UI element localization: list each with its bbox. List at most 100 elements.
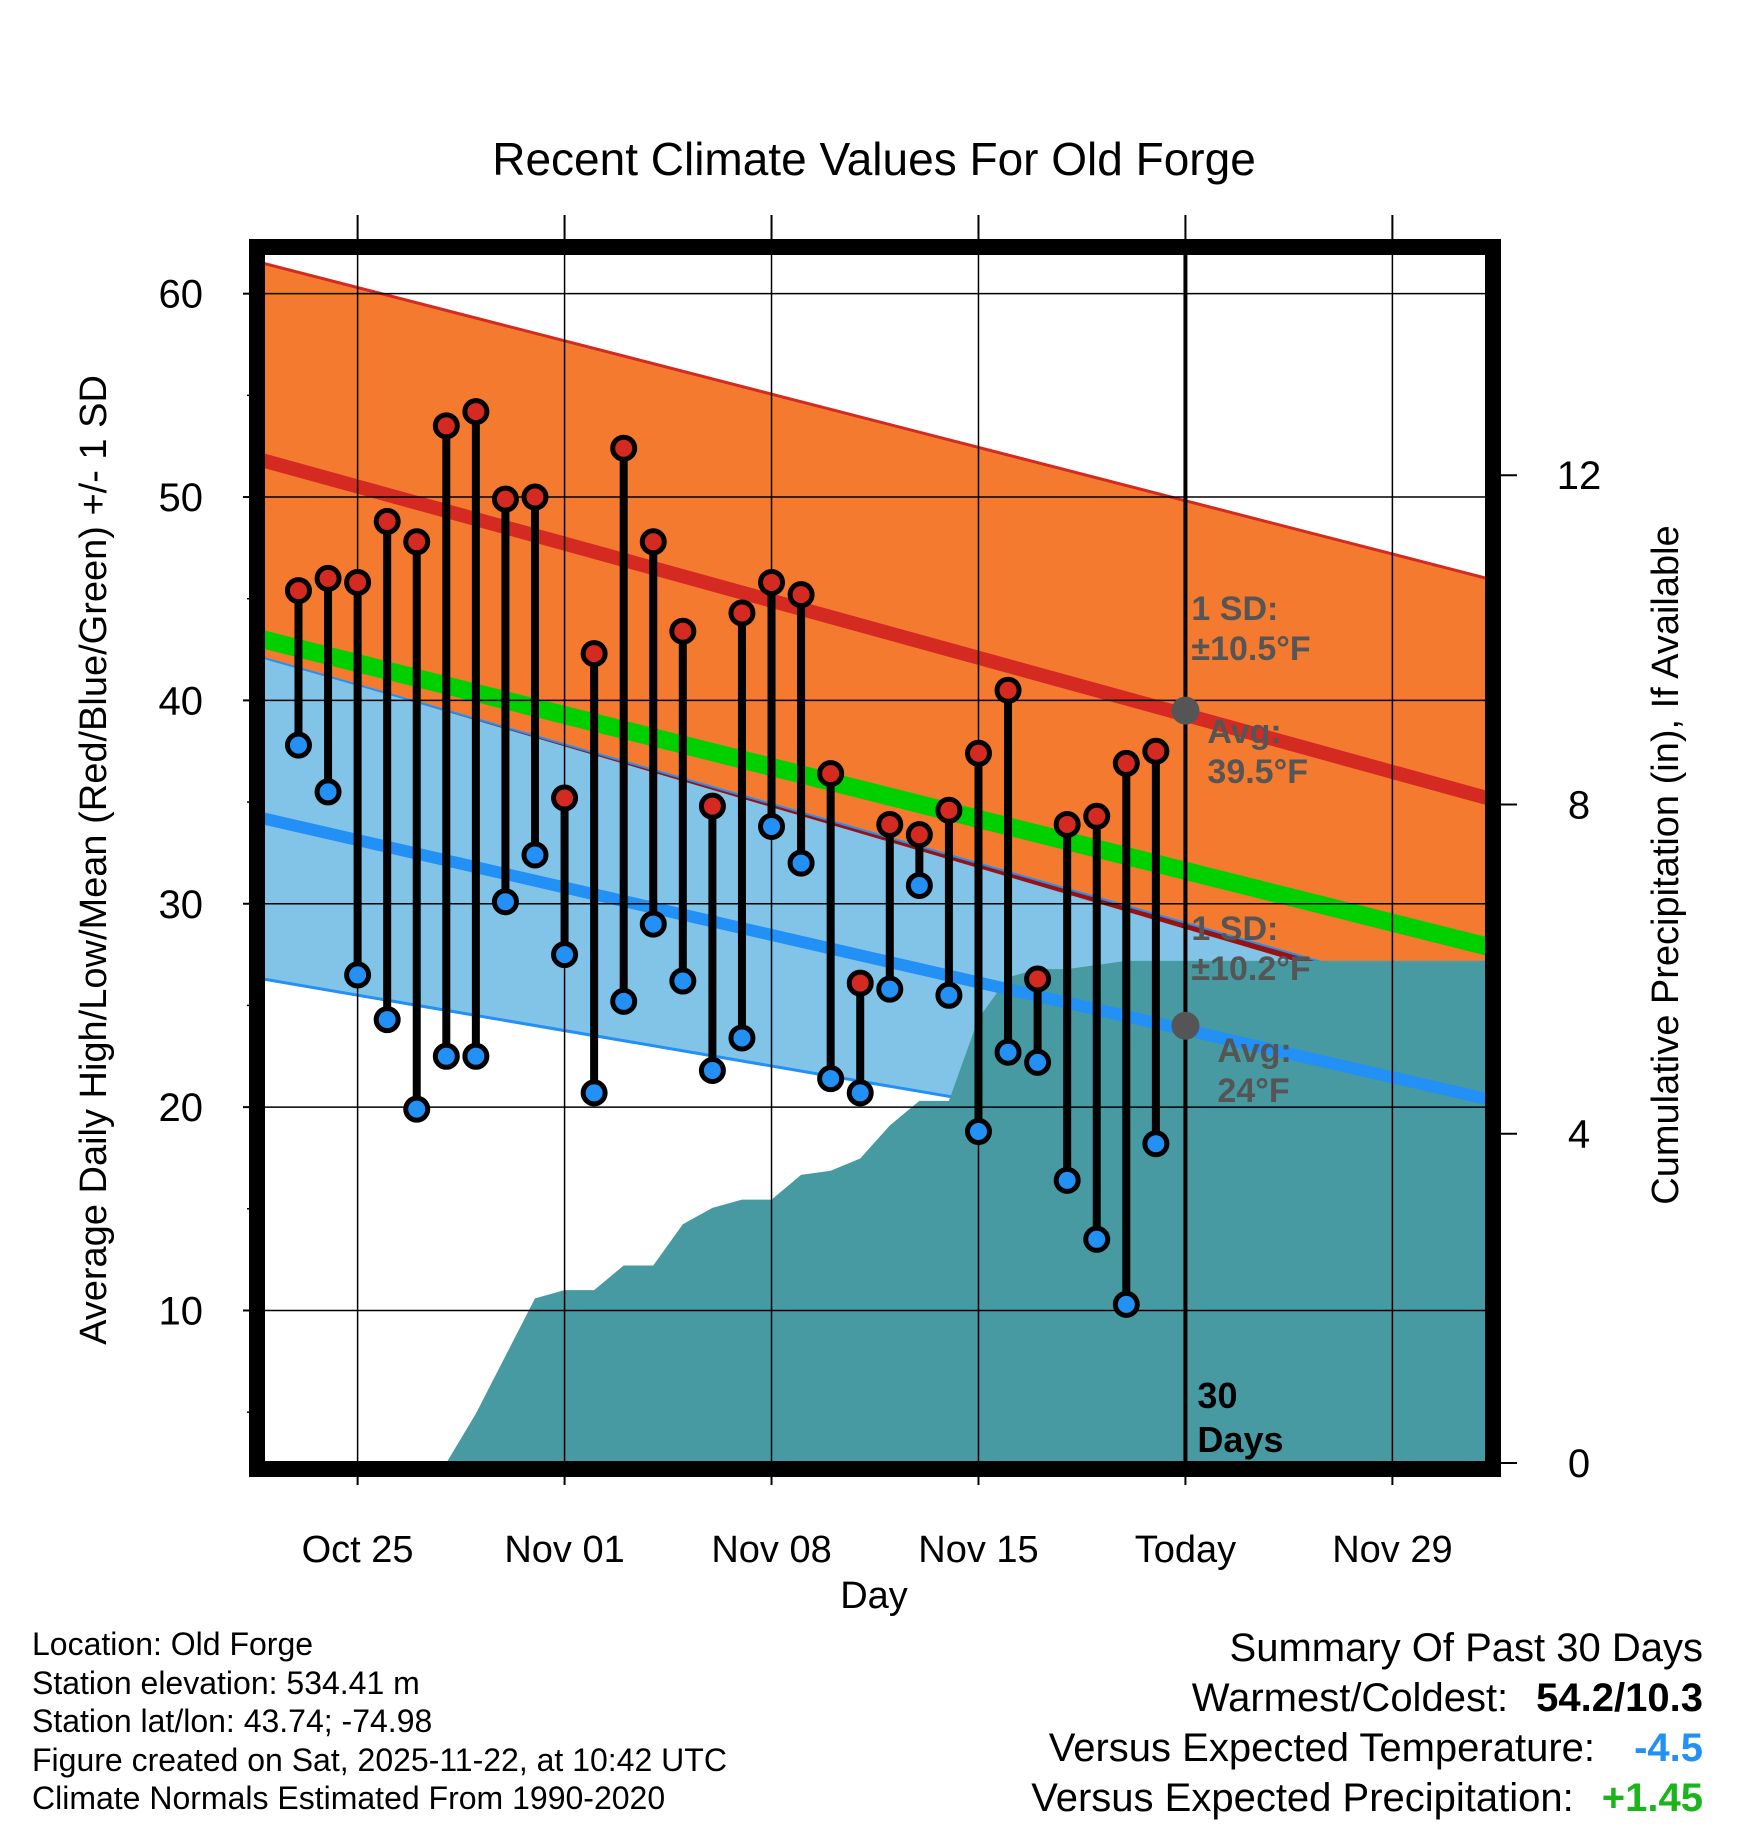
observed-low-marker: [403, 1095, 431, 1123]
observed-high-marker: [817, 760, 845, 788]
summary-warmest-coldest-row: Warmest/Coldest: 54.2/10.3: [1031, 1673, 1703, 1723]
today-low-sd-label: 1 SD: ±10.2°F: [1191, 910, 1310, 988]
observed-low-marker: [580, 1079, 608, 1107]
observed-low-marker: [964, 1118, 992, 1146]
x-tick-label: Nov 15: [918, 1529, 1038, 1571]
observed-high-marker: [580, 640, 608, 668]
precipitation-departure-label: Versus Expected Precipitation:: [1031, 1776, 1574, 1820]
y-tick-label-right: 8: [1568, 783, 1590, 827]
observed-low-marker: [1053, 1166, 1081, 1194]
today-low-avg-label: Avg: 24°F: [1217, 1032, 1291, 1110]
observed-low-marker: [344, 961, 372, 989]
observations: [284, 398, 1170, 1318]
temperature-departure-label: Versus Expected Temperature:: [1048, 1726, 1595, 1770]
observed-low-marker: [994, 1038, 1022, 1066]
period-label: 30 Days: [1197, 1375, 1283, 1460]
observed-high-marker: [403, 528, 431, 556]
station-location: Location: Old Forge: [32, 1626, 314, 1662]
observed-low-marker: [876, 975, 904, 1003]
observed-high-marker: [521, 483, 549, 511]
observed-high-marker: [728, 599, 756, 627]
summary-precipitation-row: Versus Expected Precipitation: +1.45: [1031, 1773, 1703, 1823]
normal-low-line: [263, 812, 1487, 1105]
observed-low-marker: [491, 888, 519, 916]
observed-high-marker: [698, 792, 726, 820]
warmest-coldest-value: 54.2/10.3: [1536, 1676, 1703, 1720]
chart-title: Recent Climate Values For Old Forge: [492, 133, 1256, 185]
observed-low-marker: [669, 967, 697, 995]
observed-low-marker: [1112, 1290, 1140, 1318]
x-tick-label: Nov 08: [711, 1529, 831, 1571]
y-tick-label-left: 40: [159, 679, 204, 723]
cumulative-precip-area: [268, 960, 1487, 1463]
observed-low-marker: [284, 731, 312, 759]
observed-high-marker: [432, 412, 460, 440]
y-tick-label-left: 60: [159, 273, 204, 317]
observed-low-marker: [728, 1024, 756, 1052]
today-high-avg-label: Avg: 39.5°F: [1207, 713, 1308, 791]
observed-high-marker: [491, 485, 519, 513]
observed-high-marker: [758, 568, 786, 596]
observed-high-marker: [1142, 737, 1170, 765]
observed-low-marker: [610, 987, 638, 1015]
observed-low-marker: [817, 1065, 845, 1093]
observed-high-marker: [905, 821, 933, 849]
y-tick-label-left: 50: [159, 476, 204, 520]
observed-low-marker: [462, 1042, 490, 1070]
observed-high-marker: [344, 568, 372, 596]
observed-low-marker: [314, 778, 342, 806]
observed-high-marker: [610, 434, 638, 462]
high-plus-sd-line: [263, 261, 1487, 580]
normals-period: Climate Normals Estimated From 1990-2020: [32, 1780, 666, 1816]
y-tick-label-right: 0: [1568, 1442, 1590, 1486]
observed-high-marker: [639, 528, 667, 556]
observed-low-marker: [1024, 1048, 1052, 1076]
observed-high-marker: [846, 969, 874, 997]
observed-high-marker: [462, 398, 490, 426]
observed-high-marker: [787, 581, 815, 609]
observed-low-marker: [905, 871, 933, 899]
station-info: Location: Old Forge Station elevation: 5…: [32, 1625, 727, 1818]
x-tick-label: Today: [1135, 1529, 1236, 1571]
observed-low-marker: [787, 849, 815, 877]
observed-high-marker: [1024, 965, 1052, 993]
observed-low-marker: [935, 981, 963, 1009]
observed-low-marker: [1142, 1130, 1170, 1158]
observed-high-marker: [964, 739, 992, 767]
observed-high-marker: [314, 564, 342, 592]
plot-area: [263, 253, 1487, 1463]
station-latlon: Station lat/lon: 43.74; -74.98: [32, 1703, 433, 1739]
precipitation-departure-value: +1.45: [1601, 1776, 1703, 1820]
observed-high-marker: [994, 676, 1022, 704]
y-tick-label-left: 30: [159, 883, 204, 927]
climate-chart: Recent Climate Values For Old Forge 1 SD…: [73, 133, 1687, 1617]
station-elevation: Station elevation: 534.41 m: [32, 1664, 420, 1701]
observed-high-marker: [1112, 749, 1140, 777]
temperature-departure-value: -4.5: [1634, 1726, 1703, 1770]
observed-high-marker: [373, 507, 401, 535]
normal-high-line: [263, 453, 1487, 805]
summary-heading: Summary Of Past 30 Days: [1229, 1626, 1703, 1670]
observed-low-marker: [639, 910, 667, 938]
axes: 10 20 30 40 50 60 0 4 8 12 Oct 25 Nov 01 Nov 08 Nov 1…: [159, 215, 1602, 1571]
observed-low-marker: [551, 941, 579, 969]
observed-high-marker: [669, 617, 697, 645]
today-low-avg-dot: [1171, 1011, 1200, 1040]
observed-low-marker: [432, 1042, 460, 1070]
band-overlap: [263, 657, 1487, 1018]
observed-low-marker: [698, 1057, 726, 1085]
y-tick-label-left: 10: [159, 1289, 204, 1333]
observed-low-marker: [1083, 1225, 1111, 1253]
high-sd-band: [263, 263, 1487, 1018]
x-tick-label: Nov 29: [1332, 1529, 1452, 1571]
x-axis-label: Day: [840, 1575, 908, 1617]
observed-high-marker: [1053, 810, 1081, 838]
observed-high-marker: [935, 796, 963, 824]
observed-low-marker: [521, 841, 549, 869]
x-tick-label: Nov 01: [504, 1529, 624, 1571]
normal-mean-line: [263, 630, 1487, 956]
summary-temperature-row: Versus Expected Temperature: -4.5: [1031, 1723, 1703, 1773]
y-tick-label-right: 12: [1557, 454, 1602, 498]
plot-frame: [249, 239, 1501, 1477]
y-axis-label-left: Average Daily High/Low/Mean (Red/Blue/Gr…: [73, 375, 115, 1345]
